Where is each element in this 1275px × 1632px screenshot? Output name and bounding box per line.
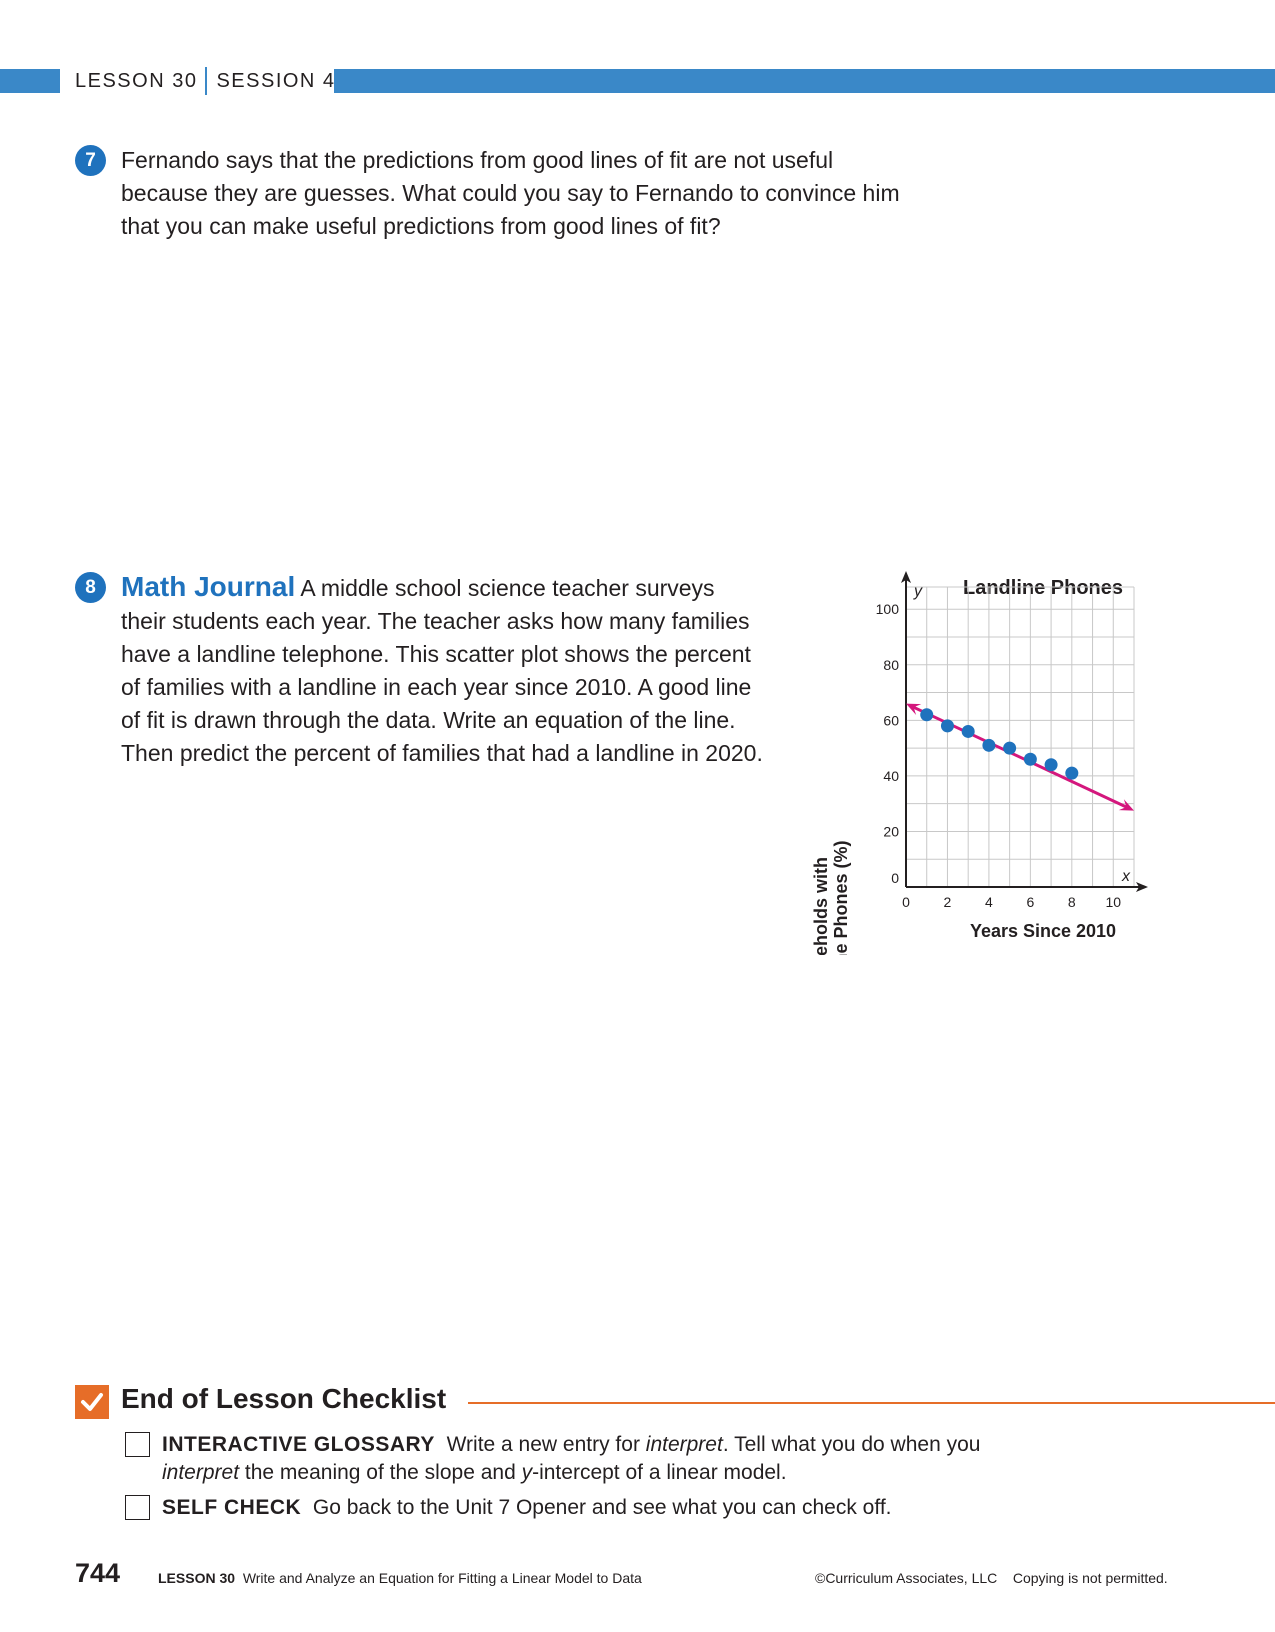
copyright-text: ©Curriculum Associates, LLC <box>815 1570 998 1586</box>
y-axis-arrow <box>901 571 911 583</box>
question-8-line: Then predict the percent of families tha… <box>121 740 763 766</box>
data-point <box>1003 741 1017 755</box>
glossary-text: the meaning of the slope and <box>239 1461 522 1484</box>
question-8-text: Math Journal A middle school science tea… <box>121 570 801 770</box>
glossary-checkbox[interactable] <box>125 1432 150 1457</box>
fit-line-group <box>906 703 1134 811</box>
glossary-item: INTERACTIVE GLOSSARY Write a new entry f… <box>162 1431 1062 1487</box>
lesson-label: LESSON 30 <box>75 69 198 92</box>
checklist-divider <box>468 1402 1275 1404</box>
question-8-line: of fit is drawn through the data. Write … <box>121 707 736 733</box>
footer-lesson-title: Write and Analyze an Equation for Fittin… <box>242 1570 642 1586</box>
self-check-item: SELF CHECK Go back to the Unit 7 Opener … <box>162 1494 1062 1522</box>
data-point <box>1065 766 1079 780</box>
y-tick-label: 80 <box>883 657 899 673</box>
x-tick-label: 8 <box>1068 894 1076 910</box>
x-axis-label: Years Since 2010 <box>970 921 1116 941</box>
glossary-text: interpret <box>645 1433 723 1456</box>
y-tick-label: 0 <box>891 870 899 886</box>
lesson-header: LESSON 30 SESSION 4 <box>75 67 336 95</box>
question-8-line: of families with a landline in each year… <box>121 674 752 700</box>
question-8-line: their students each year. The teacher as… <box>121 608 750 634</box>
y-tick-label: 20 <box>883 823 899 839</box>
page-number: 744 <box>75 1558 121 1588</box>
x-axis-arrow <box>1136 882 1148 892</box>
data-point <box>1023 752 1037 766</box>
question-8-number: 8 <box>75 572 106 603</box>
glossary-text: interpret <box>162 1461 240 1484</box>
chart-title: Landline Phones <box>963 577 1123 599</box>
glossary-text: . Tell what you do when you <box>722 1433 981 1456</box>
checklist-title: End of Lesson Checklist <box>121 1383 447 1414</box>
glossary-text: Write a new entry for <box>446 1433 646 1456</box>
data-point <box>961 724 975 738</box>
self-check-checkbox[interactable] <box>125 1495 150 1520</box>
footer-lesson-label: LESSON 30 <box>158 1570 236 1586</box>
self-check-heading: SELF CHECK <box>162 1496 302 1519</box>
data-point <box>920 708 934 722</box>
question-7-line: that you can make useful predictions fro… <box>121 213 721 239</box>
grid <box>906 586 1135 887</box>
question-7-text: Fernando says that the predictions from … <box>121 144 941 243</box>
header-bar-right <box>334 69 1275 93</box>
y-tick-label: 60 <box>883 712 899 728</box>
y-axis-label-line: Landline Phones (%) <box>831 840 851 955</box>
y-variable-label: y <box>913 583 923 600</box>
question-8-intro: A middle school science teacher surveys <box>300 575 715 601</box>
line-of-fit-arrow-left <box>906 703 922 716</box>
y-tick-label: 100 <box>876 601 900 617</box>
question-7-line: because they are guesses. What could you… <box>121 180 900 206</box>
data-point <box>940 719 954 733</box>
header-bar-left <box>0 69 60 93</box>
data-point <box>1044 758 1058 772</box>
copy-note: Copying is not permitted. <box>1012 1570 1168 1586</box>
line-of-fit-arrow-right <box>1118 799 1134 811</box>
session-label: SESSION 4 <box>216 69 336 92</box>
question-8-line: have a landline telephone. This scatter … <box>121 641 751 667</box>
footer-lesson: LESSON 30 Write and Analyze an Equation … <box>158 1570 642 1586</box>
footer-copyright: ©Curriculum Associates, LLC Copying is n… <box>815 1570 1168 1586</box>
glossary-text: y <box>521 1461 533 1484</box>
question-7-number: 7 <box>75 145 106 176</box>
glossary-text: -intercept of a linear model. <box>532 1461 787 1484</box>
x-tick-label: 6 <box>1026 894 1034 910</box>
header-divider <box>205 67 208 95</box>
x-tick-label: 0 <box>902 894 910 910</box>
math-journal-title: Math Journal <box>121 571 296 602</box>
x-tick-label: 10 <box>1105 894 1121 910</box>
self-check-text: Go back to the Unit 7 Opener and see wha… <box>312 1496 892 1519</box>
data-points <box>920 708 1079 780</box>
y-axis-label-line: Households with <box>811 857 831 955</box>
glossary-heading: INTERACTIVE GLOSSARY <box>162 1433 435 1456</box>
x-tick-label: 4 <box>985 894 993 910</box>
question-8-first-line: Math Journal A middle school science tea… <box>121 570 801 605</box>
landline-phones-chart: Landline Phones Households with Landline… <box>811 571 1148 955</box>
data-point <box>982 738 996 752</box>
checklist-check-icon <box>75 1385 109 1419</box>
x-variable-label: x <box>1121 868 1131 885</box>
y-axis-label: Households with Landline Phones (%) <box>811 840 851 955</box>
y-tick-label: 40 <box>883 768 899 784</box>
question-7-line: Fernando says that the predictions from … <box>121 147 834 173</box>
x-tick-label: 2 <box>944 894 952 910</box>
